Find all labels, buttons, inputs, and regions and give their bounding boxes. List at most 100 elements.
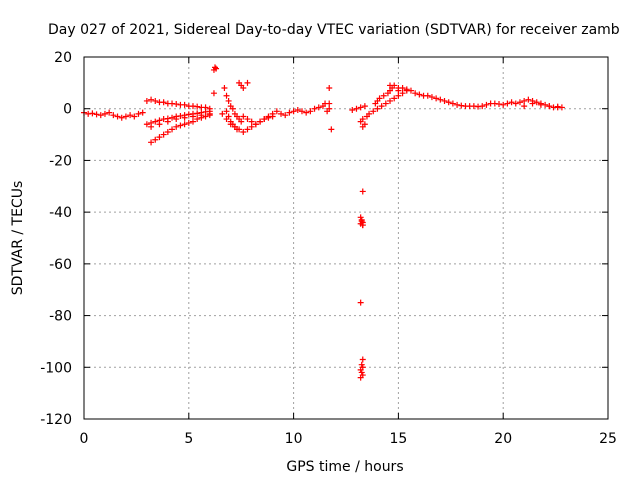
data-point bbox=[189, 113, 196, 120]
data-point bbox=[349, 107, 356, 114]
data-point bbox=[387, 97, 394, 104]
data-point bbox=[311, 105, 318, 112]
data-point bbox=[210, 90, 217, 97]
data-point bbox=[479, 103, 486, 110]
data-point bbox=[269, 110, 276, 117]
data-point bbox=[315, 104, 322, 111]
data-point bbox=[240, 128, 247, 135]
data-point bbox=[441, 97, 448, 104]
data-point bbox=[198, 112, 205, 119]
data-point bbox=[454, 101, 461, 108]
x-tick-label: 5 bbox=[184, 431, 193, 447]
data-point bbox=[508, 99, 515, 106]
data-point bbox=[382, 100, 389, 107]
data-point bbox=[359, 222, 366, 229]
data-point bbox=[110, 112, 117, 119]
y-tick-label: -20 bbox=[49, 153, 72, 169]
data-point bbox=[546, 103, 553, 110]
data-point bbox=[483, 101, 490, 108]
data-point bbox=[286, 109, 293, 116]
data-point bbox=[206, 110, 213, 117]
data-point bbox=[504, 100, 511, 107]
data-point bbox=[516, 99, 523, 106]
data-point bbox=[213, 65, 220, 72]
data-point bbox=[101, 110, 108, 117]
y-tick-label: -120 bbox=[40, 412, 72, 428]
data-point bbox=[244, 79, 251, 86]
data-point bbox=[500, 101, 507, 108]
data-point bbox=[521, 103, 528, 110]
data-point bbox=[194, 116, 201, 123]
data-point bbox=[160, 131, 167, 138]
data-point bbox=[403, 86, 410, 93]
data-point bbox=[248, 118, 255, 125]
data-point bbox=[265, 113, 272, 120]
data-point bbox=[433, 95, 440, 102]
data-point bbox=[412, 90, 419, 97]
data-point bbox=[173, 123, 180, 130]
data-point bbox=[189, 118, 196, 125]
data-point bbox=[248, 123, 255, 130]
data-point bbox=[353, 105, 360, 112]
data-point bbox=[326, 105, 333, 112]
data-point bbox=[236, 126, 243, 133]
data-point bbox=[152, 97, 159, 104]
data-point bbox=[122, 113, 129, 120]
data-point bbox=[93, 111, 100, 118]
data-point bbox=[148, 123, 155, 130]
plot-frame bbox=[83, 56, 609, 420]
data-point bbox=[445, 99, 452, 106]
data-point bbox=[298, 108, 305, 115]
data-point bbox=[160, 99, 167, 106]
data-point bbox=[357, 118, 364, 125]
data-point bbox=[173, 116, 180, 123]
data-point bbox=[529, 100, 536, 107]
data-point bbox=[97, 112, 104, 119]
data-point bbox=[278, 110, 285, 117]
data-point bbox=[554, 104, 561, 111]
data-point bbox=[118, 114, 125, 121]
data-point bbox=[328, 126, 335, 133]
data-point bbox=[537, 101, 544, 108]
data-point bbox=[326, 85, 333, 92]
data-point bbox=[221, 85, 228, 92]
data-point bbox=[229, 105, 236, 112]
data-point bbox=[127, 112, 134, 119]
y-tick-label: -40 bbox=[49, 205, 72, 221]
data-point bbox=[252, 121, 259, 128]
data-point bbox=[244, 116, 251, 123]
data-point bbox=[257, 118, 264, 125]
data-point bbox=[135, 110, 142, 117]
data-point bbox=[156, 121, 163, 128]
data-point bbox=[399, 85, 406, 92]
data-point bbox=[156, 134, 163, 141]
data-point bbox=[525, 96, 532, 103]
data-point bbox=[357, 299, 364, 306]
data-point bbox=[307, 108, 314, 115]
data-point bbox=[496, 101, 503, 108]
x-tick-label: 10 bbox=[285, 431, 303, 447]
data-point bbox=[240, 113, 247, 120]
data-point bbox=[290, 108, 297, 115]
data-point bbox=[282, 112, 289, 119]
data-point bbox=[261, 116, 268, 123]
data-point bbox=[152, 118, 159, 125]
y-tick-label: -80 bbox=[49, 309, 72, 325]
data-point bbox=[391, 82, 398, 89]
x-tick-label: 20 bbox=[494, 431, 512, 447]
data-point bbox=[177, 112, 184, 119]
data-point bbox=[361, 103, 368, 110]
grid-lines bbox=[84, 57, 608, 419]
chart-title: Day 027 of 2021, Sidereal Day-to-day VTE… bbox=[48, 22, 620, 38]
data-point bbox=[357, 104, 364, 111]
data-point bbox=[139, 109, 146, 116]
data-point bbox=[378, 103, 385, 110]
axis-ticks bbox=[83, 56, 609, 420]
data-point bbox=[212, 64, 218, 71]
data-point bbox=[376, 95, 383, 102]
data-point bbox=[370, 108, 377, 115]
data-point bbox=[114, 113, 121, 120]
data-point bbox=[303, 109, 310, 116]
x-tick-labels: 0 5 10 15 20 25 bbox=[80, 431, 617, 447]
